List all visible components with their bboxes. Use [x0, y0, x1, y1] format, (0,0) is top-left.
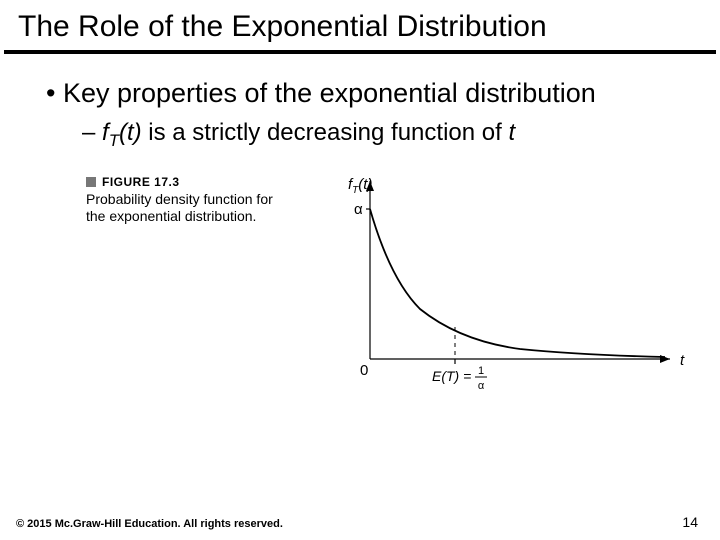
bullet-level-2: fT(t) is a strictly decreasing function … — [40, 119, 680, 151]
slide-title: The Role of the Exponential Distribution — [0, 0, 720, 50]
alpha-label: α — [354, 201, 363, 218]
bullet2-t: t — [508, 119, 515, 146]
content-area: Key properties of the exponential distri… — [0, 54, 720, 414]
exponential-curve — [370, 209, 665, 357]
func-f: f — [102, 119, 109, 146]
slide: The Role of the Exponential Distribution… — [0, 0, 720, 540]
origin-label: 0 — [360, 362, 368, 379]
figure-area: FIGURE 17.3 Probability density function… — [40, 169, 680, 414]
bullet-level-1: Key properties of the exponential distri… — [40, 78, 680, 109]
et-label: E(T) = — [432, 368, 471, 384]
figure-caption: FIGURE 17.3 Probability density function… — [86, 175, 296, 226]
bullet2-rest: is a strictly decreasing function of — [142, 119, 509, 146]
func-arg: (t) — [119, 119, 142, 146]
y-axis-label: fT(t) — [348, 176, 372, 196]
et-frac-top: 1 — [478, 365, 484, 377]
figure-description: Probability density function for the exp… — [86, 191, 296, 226]
exponential-chart: fT(t) α 0 t E(T) = 1 α — [320, 169, 700, 404]
copyright-footer: © 2015 Mc.Graw-Hill Education. All right… — [16, 518, 283, 530]
figure-square-icon — [86, 177, 96, 187]
x-axis-label: t — [680, 352, 685, 369]
func-sub: T — [109, 131, 119, 150]
page-number: 14 — [682, 514, 698, 530]
figure-label-row: FIGURE 17.3 — [86, 175, 296, 189]
figure-number: FIGURE 17.3 — [102, 175, 180, 189]
chart-svg: fT(t) α 0 t E(T) = 1 α — [320, 169, 700, 399]
et-frac-bot: α — [478, 380, 485, 392]
